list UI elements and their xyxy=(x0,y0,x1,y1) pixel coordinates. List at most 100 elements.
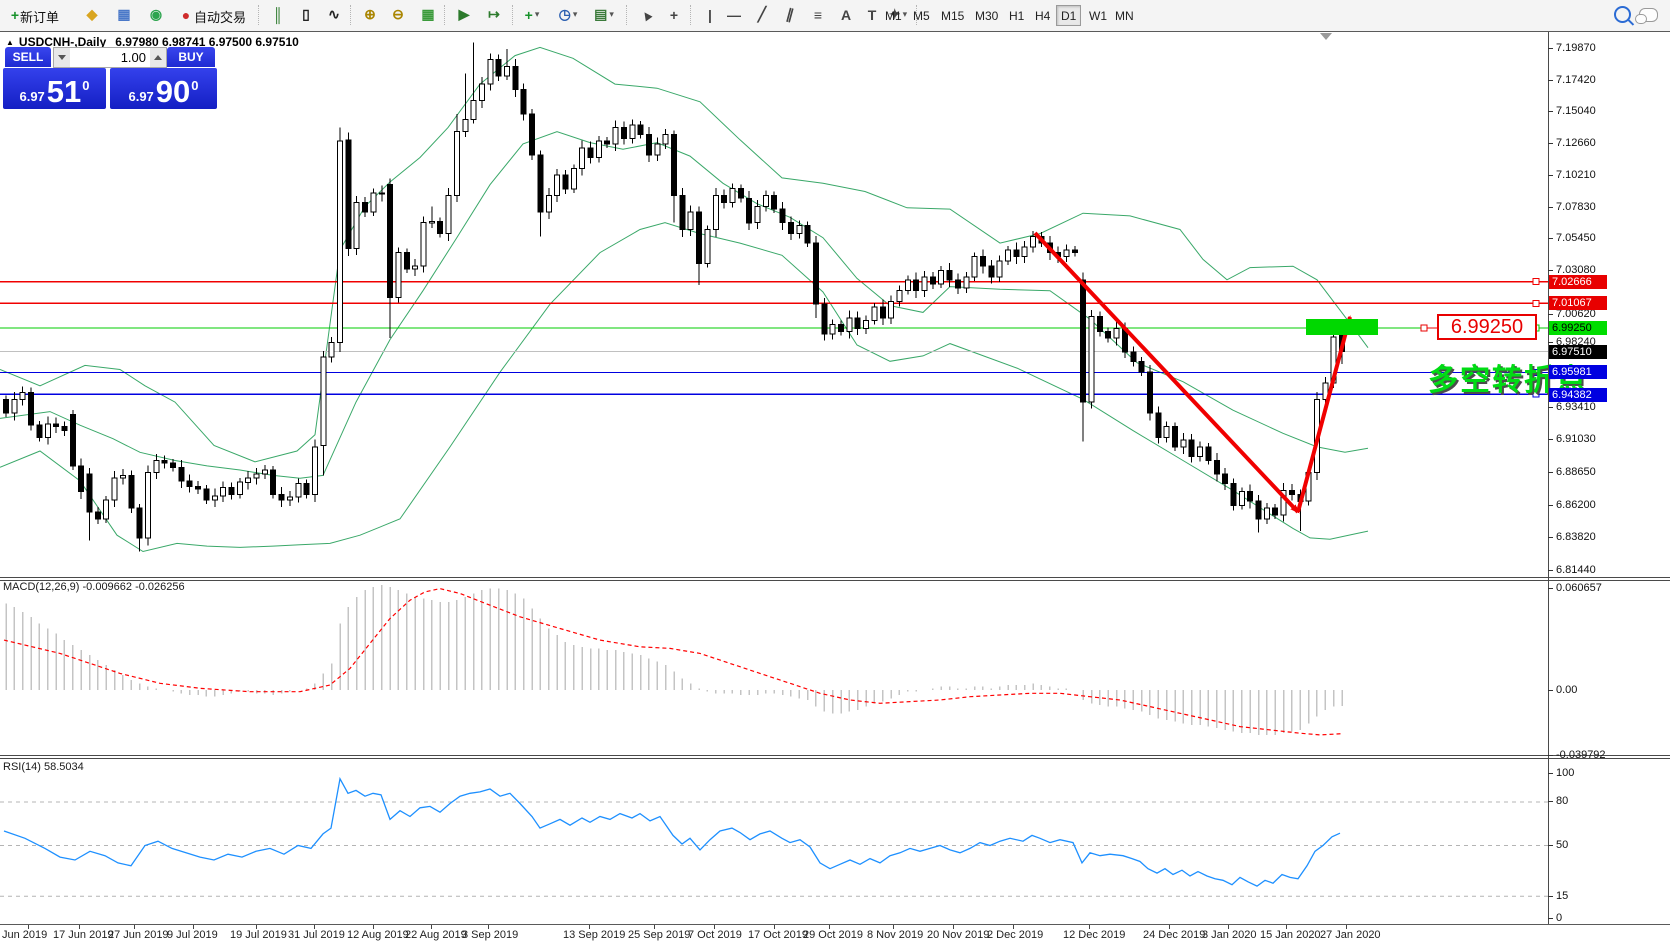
zoom-in-icon[interactable]: ⊕ xyxy=(364,6,376,22)
chart-shift-icon[interactable]: ↦ xyxy=(488,6,500,22)
timeframe-M5[interactable]: M5 xyxy=(913,8,930,23)
rsi-chart-canvas[interactable] xyxy=(0,758,1548,924)
zoom-out-icon[interactable]: ⊖ xyxy=(392,6,404,22)
candle-body xyxy=(1247,491,1254,502)
candle-body xyxy=(1147,371,1153,414)
autotrading-icon[interactable]: ● xyxy=(181,6,191,23)
sell-button[interactable]: SELL xyxy=(5,47,51,67)
candle-body xyxy=(470,99,477,120)
line-handle[interactable] xyxy=(1532,368,1540,376)
new-order-icon[interactable]: + xyxy=(10,6,20,23)
candle-body xyxy=(111,477,118,501)
fibonacci-icon[interactable]: ≡ xyxy=(813,6,823,23)
chat-icon[interactable] xyxy=(1634,3,1660,26)
sell-price-point: 0 xyxy=(82,78,90,93)
price-tick: 7.05450 xyxy=(1556,232,1596,244)
cursor-icon[interactable]: ▲ xyxy=(635,3,657,26)
rsi-value: 58.5034 xyxy=(43,761,84,773)
candle-body xyxy=(61,426,68,432)
timeframe-M1[interactable]: M1 xyxy=(885,8,902,23)
candle-body xyxy=(103,499,110,520)
macd-chart-canvas[interactable] xyxy=(0,580,1548,755)
equidistant-channel-icon[interactable]: ∥ xyxy=(784,5,796,23)
vertical-line-icon[interactable]: | xyxy=(708,6,712,23)
trendline[interactable] xyxy=(1296,315,1352,513)
auto-scroll-icon[interactable]: ▶ xyxy=(458,6,470,22)
line-handle[interactable] xyxy=(1532,299,1540,307)
trendline[interactable] xyxy=(1033,231,1300,514)
callout-handle[interactable] xyxy=(1420,324,1428,332)
crosshair-icon[interactable]: + xyxy=(669,6,679,23)
candle-body xyxy=(979,256,986,267)
price-callout-label[interactable]: 6.99250 xyxy=(1437,314,1537,340)
line-chart-icon[interactable]: ∿ xyxy=(328,6,340,22)
timeframe-H1[interactable]: H1 xyxy=(1009,8,1025,23)
price-tick: 7.15040 xyxy=(1556,105,1596,117)
signals-icon[interactable]: ◉ xyxy=(149,6,163,22)
price-chart-canvas[interactable] xyxy=(0,32,1548,577)
candle-body xyxy=(645,133,652,156)
buy-price-button[interactable]: 6.97 90 0 xyxy=(110,68,217,109)
text-label-icon[interactable]: T xyxy=(867,6,877,23)
timeframe-W1[interactable]: W1 xyxy=(1089,8,1107,23)
panel-separator[interactable] xyxy=(0,755,1670,759)
arrows-icon[interactable]: ✦ xyxy=(886,3,910,26)
candle-body xyxy=(963,276,970,289)
candle-body xyxy=(554,174,561,197)
volume-decrease-icon[interactable] xyxy=(54,48,70,67)
ohlc-values: 6.97980 6.98741 6.97500 6.97510 xyxy=(115,35,299,49)
sell-price-button[interactable]: 6.97 51 0 xyxy=(3,68,106,109)
price-tick: 6.91030 xyxy=(1556,433,1596,445)
toolbar-separator xyxy=(350,5,352,25)
search-icon[interactable] xyxy=(1610,3,1634,26)
line-handle[interactable] xyxy=(1532,390,1540,398)
candle-body xyxy=(19,392,26,400)
date-label: 20 Nov 2019 xyxy=(927,929,990,941)
candle-body xyxy=(203,488,210,501)
text-icon[interactable]: A xyxy=(840,6,852,23)
candle-body xyxy=(746,197,753,224)
template-icon[interactable]: ▤ xyxy=(592,3,616,26)
date-axis[interactable]: Jun 2019 17 Jun 2019 27 Jun 2019 9 Jul 2019… xyxy=(0,925,1670,944)
toolbar-separator xyxy=(258,5,260,25)
candle-body xyxy=(403,252,410,270)
timeframe-MN[interactable]: MN xyxy=(1115,8,1134,23)
timeframe-M15[interactable]: M15 xyxy=(941,8,965,23)
volume-value[interactable]: 1.00 xyxy=(120,50,146,65)
candle-body xyxy=(729,188,736,203)
panel-separator[interactable] xyxy=(0,577,1670,581)
candle-body xyxy=(445,195,452,234)
period-icon[interactable]: ◷ xyxy=(556,3,580,26)
candle-body xyxy=(178,466,185,482)
volume-stepper[interactable]: 1.00 xyxy=(53,47,167,68)
collapse-panel-icon[interactable]: ▲ xyxy=(6,38,14,47)
timeframe-M30[interactable]: M30 xyxy=(975,8,999,23)
horizontal-line-icon[interactable]: — xyxy=(727,6,741,23)
axis-tick xyxy=(1548,570,1553,571)
tile-windows-icon[interactable]: ▦ xyxy=(421,6,435,22)
highlight-rectangle[interactable] xyxy=(1306,319,1378,335)
volume-increase-icon[interactable] xyxy=(150,48,166,67)
trendline-icon[interactable]: ╱ xyxy=(757,6,767,22)
chart-shift-marker[interactable] xyxy=(1320,33,1332,40)
date-label: 31 Jul 2019 xyxy=(288,929,345,941)
price-tick: 6.86200 xyxy=(1556,499,1596,511)
candle-body xyxy=(36,424,43,438)
candle-body xyxy=(337,140,343,343)
new-chart-icon[interactable]: + xyxy=(520,3,544,26)
metaquotes-icon[interactable]: ◆ xyxy=(86,6,98,22)
candle-body xyxy=(804,224,811,244)
timeframe-D1[interactable]: D1 xyxy=(1056,5,1082,26)
line-handle[interactable] xyxy=(1532,278,1540,286)
timeframe-H4[interactable]: H4 xyxy=(1035,8,1051,23)
candlestick-chart-icon[interactable]: ▯ xyxy=(302,6,310,22)
market-watch-icon[interactable]: ▦ xyxy=(117,6,131,22)
buy-button[interactable]: BUY xyxy=(167,47,215,67)
bar-chart-icon[interactable]: ║ xyxy=(273,6,283,23)
candle-body xyxy=(863,320,869,330)
candle-body xyxy=(512,66,519,91)
price-tick: 6.88650 xyxy=(1556,466,1596,478)
buy-price-prefix: 6.97 xyxy=(128,89,154,104)
sell-price-prefix: 6.97 xyxy=(19,89,45,104)
candle-body xyxy=(136,507,143,539)
